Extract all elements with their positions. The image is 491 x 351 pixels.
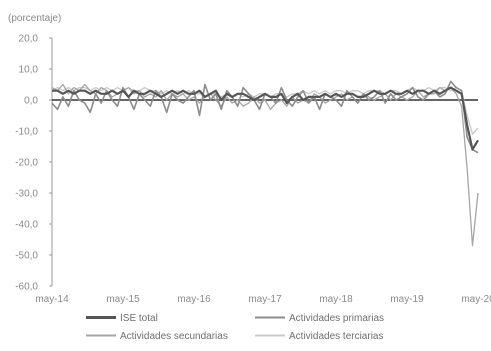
series-lines (51, 80, 479, 247)
x-axis-ticks: may-14 may-15 may-16 may-17 may-18 may-19 may-… (35, 294, 491, 305)
y-tick-label: -10,0 (15, 127, 38, 138)
legend-label: Actividades primarias (289, 313, 384, 324)
y-tick-label: -20,0 (15, 158, 38, 169)
legend-label: Actividades secundarias (120, 331, 228, 342)
y-axis-unit-label: (porcentaje) (8, 13, 61, 24)
y-tick-label: 20,0 (19, 34, 39, 45)
y-tick-label: -40,0 (15, 220, 38, 231)
y-tick-label: -60,0 (15, 282, 38, 293)
x-tick-label: may-16 (177, 294, 211, 305)
x-tick-label: may-14 (35, 294, 69, 305)
x-tick-label: may-19 (390, 294, 424, 305)
x-tick-label: may-15 (106, 294, 140, 305)
legend-label: Actividades terciarias (289, 331, 383, 342)
axes (49, 37, 478, 287)
legend: ISE total Actividades primarias Actividade… (86, 313, 384, 342)
y-axis-ticks: 20,0 10,0 0,0 -10,0 -20,0 -30,0 -40,0 -50,0 -60,… (15, 34, 38, 293)
y-tick-label: 10,0 (19, 65, 39, 76)
y-tick-label: -30,0 (15, 189, 38, 200)
x-tick-label: may-18 (319, 294, 353, 305)
y-tick-label: 0,0 (24, 96, 38, 107)
x-tick-label: may-20 (461, 294, 491, 305)
x-tick-label: may-17 (248, 294, 282, 305)
series-line-actividades-secundarias (51, 83, 479, 247)
series-line-ise-total (52, 86, 479, 151)
legend-label: ISE total (120, 313, 158, 324)
y-tick-label: -50,0 (15, 251, 38, 262)
